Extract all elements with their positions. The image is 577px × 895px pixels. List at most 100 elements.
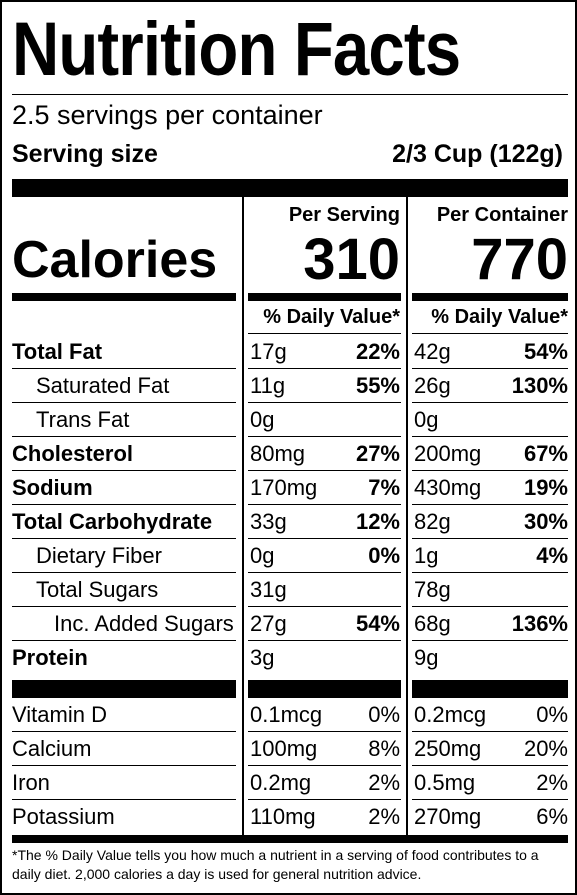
nutrient-row: Dietary Fiber 0g 0% 1g 4% bbox=[2, 539, 575, 573]
serving-amount: 110mg bbox=[250, 804, 316, 829]
row-separator bbox=[12, 799, 236, 800]
row-separator bbox=[12, 572, 236, 573]
daily-value-header-serving: % Daily Value* bbox=[263, 306, 400, 328]
nutrient-row: Trans Fat 0g 0g bbox=[2, 403, 575, 437]
serving-amount: 100mg bbox=[250, 736, 318, 761]
footnote-rule bbox=[12, 835, 568, 843]
row-separator bbox=[12, 436, 236, 437]
calories-rule-container bbox=[412, 293, 568, 301]
container-daily-value: 130% bbox=[511, 373, 568, 398]
container-amount: 78g bbox=[414, 577, 451, 602]
container-daily-value: 2% bbox=[536, 770, 568, 795]
vitamin-rule-serving bbox=[248, 680, 401, 698]
row-separator bbox=[248, 436, 401, 437]
row-separator bbox=[248, 470, 401, 471]
row-separator bbox=[12, 470, 236, 471]
serving-daily-value: 2% bbox=[368, 770, 400, 795]
serving-daily-value: 55% bbox=[355, 373, 400, 398]
dv-header-rule-container bbox=[412, 333, 568, 334]
vitamin-name: Calcium bbox=[12, 736, 92, 761]
row-separator bbox=[248, 504, 401, 505]
serving-amount: 80mg bbox=[250, 441, 306, 466]
nutrient-name: Total Carbohydrate bbox=[12, 509, 213, 534]
serving-amount: 17g bbox=[250, 339, 287, 364]
serving-amount: 33g bbox=[250, 509, 287, 534]
vitamin-rule-container bbox=[412, 680, 568, 698]
container-daily-value: 67% bbox=[523, 441, 568, 466]
serving-amount: 0.1mcg bbox=[250, 702, 323, 727]
dv-header-rule-serving bbox=[248, 333, 401, 334]
row-separator bbox=[248, 402, 401, 403]
nutrient-name: Cholesterol bbox=[12, 441, 134, 466]
serving-daily-value: 27% bbox=[355, 441, 400, 466]
row-separator bbox=[12, 640, 236, 641]
column-divider-serving bbox=[242, 197, 244, 837]
row-separator bbox=[412, 436, 568, 437]
container-amount: 0.2mcg bbox=[414, 702, 487, 727]
row-separator bbox=[12, 765, 236, 766]
nutrient-name: Dietary Fiber bbox=[36, 543, 162, 568]
nutrient-row: Saturated Fat 11g 55% 26g 130% bbox=[2, 369, 575, 403]
row-separator bbox=[412, 504, 568, 505]
calories-per-container: 770 bbox=[471, 227, 568, 292]
serving-amount: 0g bbox=[250, 407, 275, 432]
container-amount: 270mg bbox=[414, 804, 482, 829]
vitamin-row: Vitamin D 0.1mcg 0% 0.2mcg 0% bbox=[2, 698, 575, 732]
nutrient-row: Total Sugars 31g 78g bbox=[2, 573, 575, 607]
serving-amount: 0g bbox=[250, 543, 275, 568]
container-amount: 250mg bbox=[414, 736, 482, 761]
serving-amount: 27g bbox=[250, 611, 287, 636]
container-amount: 68g bbox=[414, 611, 451, 636]
row-separator bbox=[12, 538, 236, 539]
row-separator bbox=[248, 538, 401, 539]
row-separator bbox=[12, 731, 236, 732]
serving-amount: 3g bbox=[250, 645, 275, 670]
row-separator bbox=[412, 572, 568, 573]
daily-value-header-container: % Daily Value* bbox=[431, 306, 568, 328]
row-separator bbox=[412, 640, 568, 641]
daily-value-footnote: *The % Daily Value tells you how much a … bbox=[12, 847, 539, 882]
nutrient-name: Protein bbox=[12, 645, 88, 670]
nutrient-name: Total Fat bbox=[12, 339, 103, 364]
row-separator bbox=[248, 368, 401, 369]
per-serving-header: Per Serving bbox=[288, 204, 400, 226]
vitamin-name: Iron bbox=[12, 770, 50, 795]
row-separator bbox=[412, 368, 568, 369]
row-separator bbox=[248, 765, 401, 766]
container-daily-value: 4% bbox=[536, 543, 568, 568]
serving-size-label: Serving size bbox=[12, 140, 158, 168]
container-daily-value: 136% bbox=[511, 611, 568, 636]
row-separator bbox=[248, 572, 401, 573]
nutrient-name: Sodium bbox=[12, 475, 93, 500]
nutrient-name: Inc. Added Sugars bbox=[54, 611, 234, 636]
container-amount: 1g bbox=[414, 543, 439, 568]
container-amount: 82g bbox=[414, 509, 451, 534]
nutrient-name: Trans Fat bbox=[36, 407, 130, 432]
container-amount: 42g bbox=[414, 339, 451, 364]
container-amount: 9g bbox=[414, 645, 439, 670]
serving-amount: 31g bbox=[250, 577, 287, 602]
serving-amount: 11g bbox=[250, 373, 286, 398]
container-daily-value: 19% bbox=[523, 475, 568, 500]
serving-daily-value: 54% bbox=[355, 611, 400, 636]
container-daily-value: 6% bbox=[536, 804, 568, 829]
row-separator bbox=[412, 470, 568, 471]
vitamin-name: Potassium bbox=[12, 804, 115, 829]
row-separator bbox=[412, 731, 568, 732]
nutrient-row: Inc. Added Sugars 27g 54% 68g 136% bbox=[2, 607, 575, 641]
nutrient-row: Sodium 170mg 7% 430mg 19% bbox=[2, 471, 575, 505]
row-separator bbox=[12, 504, 236, 505]
vitamin-row: Calcium 100mg 8% 250mg 20% bbox=[2, 732, 575, 766]
nutrient-row: Total Fat 17g 22% 42g 54% bbox=[2, 335, 575, 369]
row-separator bbox=[412, 799, 568, 800]
row-separator bbox=[412, 538, 568, 539]
row-separator bbox=[248, 640, 401, 641]
serving-size-value: 2/3 Cup (122g) bbox=[392, 140, 563, 168]
container-amount: 26g bbox=[414, 373, 451, 398]
vitamin-name: Vitamin D bbox=[12, 702, 107, 727]
serving-daily-value: 2% bbox=[368, 804, 400, 829]
row-separator bbox=[12, 606, 236, 607]
vitamin-row: Iron 0.2mg 2% 0.5mg 2% bbox=[2, 766, 575, 800]
title-rule bbox=[12, 94, 568, 95]
